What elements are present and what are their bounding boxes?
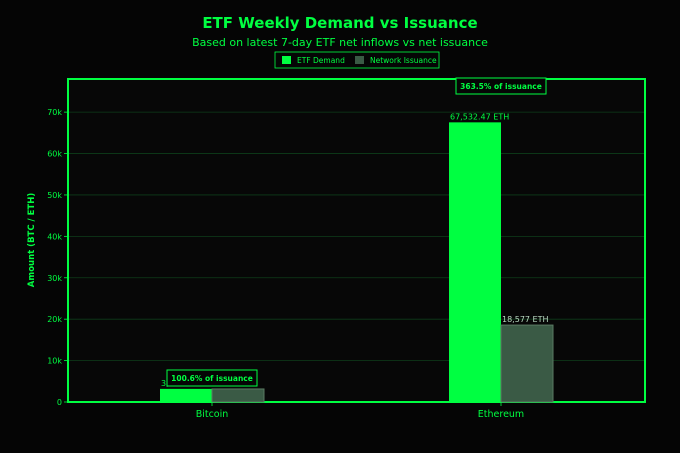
y-axis-label: Amount (BTC / ETH) — [27, 193, 37, 288]
y-tick-label: 0 — [57, 398, 62, 407]
legend: ETF Demand Network Issuance — [274, 51, 440, 69]
y-tick-label: 50k — [47, 191, 62, 200]
plot-background — [68, 79, 645, 402]
y-tick-label: 60k — [47, 150, 62, 159]
x-tick-label: Bitcoin — [196, 409, 229, 420]
y-tick-label: 70k — [47, 108, 62, 117]
bar-network-issuance — [500, 324, 554, 403]
annotation-box — [166, 369, 258, 387]
y-tick-label: 40k — [47, 232, 62, 241]
data-label: 67,532.47 ETH — [450, 112, 509, 121]
y-tick-label: 20k — [47, 315, 62, 324]
bar-network-issuance — [211, 388, 265, 403]
annotation-text: 363.5% of issuance — [460, 82, 542, 91]
annotation-box — [455, 77, 547, 95]
legend-swatch-network-issuance — [355, 56, 364, 64]
chart-subtitle: Based on latest 7-day ETF net inflows vs… — [192, 36, 488, 49]
y-tick-label: 10k — [47, 357, 62, 366]
y-tick-label: 30k — [47, 274, 62, 283]
legend-swatch-etf-demand — [282, 56, 291, 64]
legend-label-etf-demand: ETF Demand — [297, 56, 345, 65]
plot-frame — [67, 78, 646, 403]
data-label: 18,577 ETH — [502, 315, 549, 324]
bar-etf-demand — [449, 122, 501, 402]
legend-label-network-issuance: Network Issuance — [370, 56, 437, 65]
bar-etf-demand — [160, 388, 212, 402]
annotation-text: 100.6% of issuance — [171, 374, 253, 383]
data-label: 3, — [161, 379, 169, 388]
chart-title: ETF Weekly Demand vs Issuance — [202, 14, 477, 32]
x-tick-label: Ethereum — [478, 409, 524, 420]
plot-area: 0 10k 20k 30k 40k 50k 60k 70k 3, Bitcoin 67,532.47… — [47, 77, 646, 420]
